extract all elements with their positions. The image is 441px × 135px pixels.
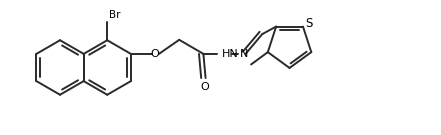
Text: HN: HN bbox=[222, 49, 239, 59]
Text: Br: Br bbox=[109, 10, 121, 20]
Text: O: O bbox=[151, 49, 159, 59]
Text: N: N bbox=[240, 49, 249, 59]
Text: O: O bbox=[200, 82, 209, 92]
Text: S: S bbox=[305, 17, 313, 30]
